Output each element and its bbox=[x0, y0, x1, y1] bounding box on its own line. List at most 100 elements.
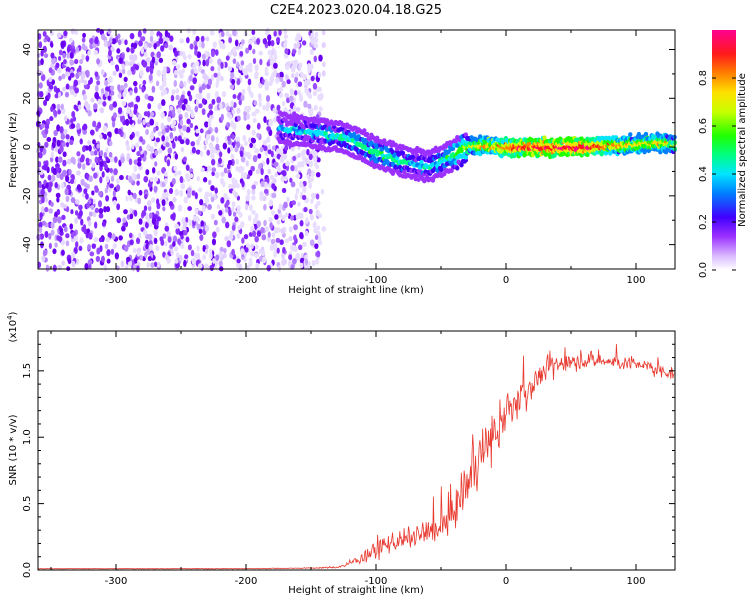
noise-speck bbox=[136, 180, 140, 186]
figure-title: C2E4.2023.020.04.18.G25 bbox=[270, 3, 442, 18]
noise-speck bbox=[238, 263, 243, 271]
track-cell bbox=[459, 148, 464, 154]
noise-speck bbox=[258, 248, 262, 255]
noise-speck bbox=[74, 217, 78, 224]
noise-speck bbox=[262, 104, 266, 111]
noise-speck bbox=[248, 66, 253, 73]
noise-speck bbox=[218, 151, 223, 158]
noise-speck bbox=[253, 180, 259, 186]
noise-speck bbox=[145, 221, 149, 229]
noise-speck bbox=[198, 86, 203, 94]
spectrogram-x-label: Height of straight line (km) bbox=[288, 285, 424, 296]
noise-speck bbox=[69, 88, 75, 95]
noise-speck bbox=[250, 243, 254, 250]
noise-speck bbox=[309, 239, 315, 246]
noise-speck bbox=[89, 251, 95, 257]
noise-speck bbox=[173, 80, 178, 88]
noise-speck bbox=[309, 177, 314, 183]
noise-speck bbox=[272, 117, 277, 123]
noise-speck bbox=[250, 137, 255, 144]
snr-y-tick-label: 0.5 bbox=[22, 496, 33, 512]
noise-speck bbox=[206, 265, 210, 271]
noise-speck bbox=[146, 217, 151, 224]
noise-speck bbox=[77, 161, 82, 169]
noise-speck bbox=[307, 261, 311, 267]
noise-speck bbox=[116, 203, 121, 211]
noise-speck bbox=[316, 250, 321, 258]
noise-speck bbox=[44, 249, 48, 256]
noise-speck bbox=[252, 143, 256, 150]
noise-speck bbox=[239, 50, 244, 57]
noise-speck bbox=[264, 66, 269, 73]
noise-speck bbox=[56, 209, 61, 216]
noise-speck bbox=[90, 204, 95, 211]
noise-speck bbox=[70, 123, 76, 129]
noise-speck bbox=[81, 43, 86, 51]
noise-speck bbox=[270, 40, 275, 47]
noise-speck bbox=[219, 246, 224, 253]
noise-speck bbox=[171, 177, 176, 185]
noise-speck bbox=[165, 141, 170, 148]
noise-speck bbox=[170, 94, 175, 102]
noise-speck bbox=[112, 101, 118, 108]
noise-speck bbox=[88, 175, 93, 183]
noise-speck bbox=[74, 58, 79, 65]
noise-speck bbox=[148, 212, 153, 219]
noise-speck bbox=[185, 138, 190, 146]
noise-speck bbox=[172, 235, 178, 243]
noise-speck bbox=[52, 264, 57, 272]
noise-speck bbox=[196, 176, 200, 182]
noise-speck bbox=[60, 133, 66, 140]
noise-speck bbox=[75, 72, 80, 79]
noise-speck bbox=[133, 86, 138, 94]
noise-speck bbox=[87, 50, 92, 56]
noise-speck bbox=[201, 83, 207, 90]
noise-speck bbox=[192, 215, 197, 222]
noise-speck bbox=[164, 225, 170, 232]
noise-speck bbox=[102, 125, 108, 132]
noise-speck bbox=[267, 144, 271, 150]
noise-speck bbox=[41, 255, 46, 262]
noise-speck bbox=[57, 156, 63, 163]
noise-speck bbox=[183, 55, 187, 61]
noise-speck bbox=[171, 60, 177, 66]
noise-speck bbox=[140, 47, 145, 55]
noise-speck bbox=[301, 40, 307, 46]
noise-speck bbox=[64, 115, 68, 122]
noise-speck bbox=[39, 212, 43, 218]
noise-speck bbox=[264, 28, 270, 36]
noise-speck bbox=[54, 182, 58, 189]
noise-speck bbox=[166, 116, 172, 123]
noise-speck bbox=[288, 95, 294, 102]
noise-speck bbox=[125, 118, 130, 126]
noise-speck bbox=[147, 200, 152, 207]
colorbar-gradient bbox=[712, 30, 736, 270]
noise-speck bbox=[105, 195, 110, 202]
noise-speck bbox=[104, 243, 109, 250]
noise-speck bbox=[150, 146, 155, 153]
noise-speck bbox=[267, 148, 272, 155]
noise-speck bbox=[311, 193, 316, 200]
noise-speck bbox=[185, 164, 190, 171]
track-cell bbox=[323, 130, 328, 136]
noise-speck bbox=[251, 29, 256, 36]
noise-speck bbox=[259, 58, 263, 66]
noise-speck bbox=[168, 200, 174, 207]
noise-speck bbox=[231, 134, 236, 140]
noise-speck bbox=[181, 103, 186, 111]
noise-speck bbox=[44, 123, 50, 130]
noise-speck bbox=[308, 160, 314, 168]
noise-speck bbox=[215, 143, 220, 151]
noise-speck bbox=[38, 221, 43, 229]
noise-speck bbox=[161, 199, 166, 207]
noise-speck bbox=[161, 192, 166, 199]
noise-speck bbox=[129, 32, 135, 40]
noise-speck bbox=[40, 58, 44, 66]
noise-speck bbox=[110, 248, 115, 255]
noise-speck bbox=[254, 235, 259, 243]
noise-speck bbox=[185, 173, 189, 180]
noise-speck bbox=[182, 124, 187, 132]
noise-speck bbox=[44, 230, 49, 238]
noise-speck bbox=[177, 204, 183, 212]
noise-speck bbox=[85, 55, 90, 62]
